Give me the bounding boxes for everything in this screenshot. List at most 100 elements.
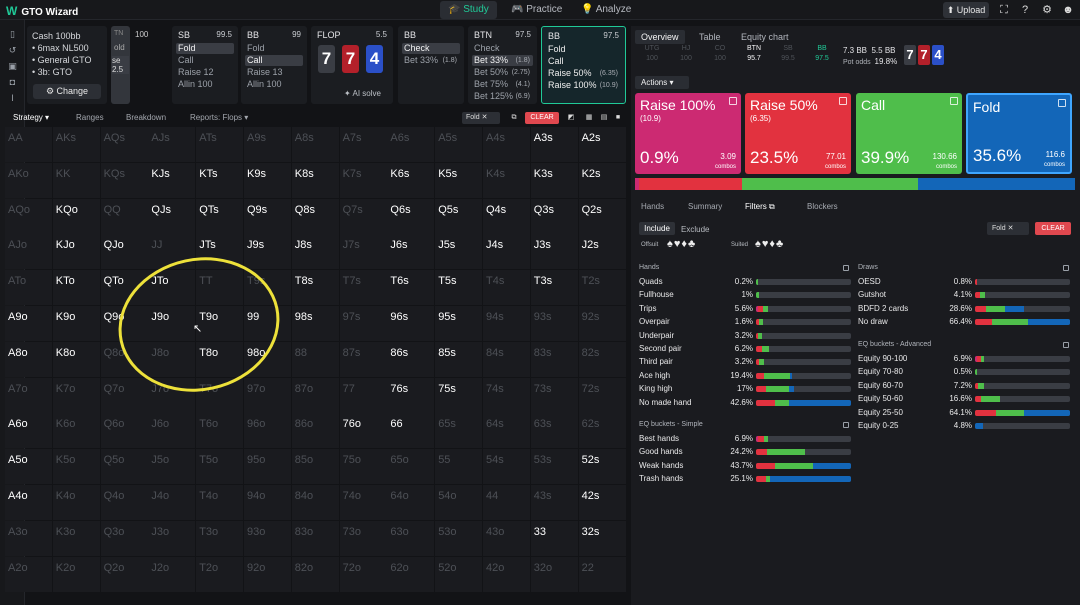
subtab-summary[interactable]: Summary (688, 202, 723, 211)
filter-row[interactable]: No draw 66.4% (858, 317, 1070, 329)
hand-cell-63s[interactable]: 63s (530, 413, 578, 449)
mini-position-hj[interactable]: HJ 100 (669, 44, 703, 64)
filter-row[interactable]: King high 17% (639, 384, 851, 396)
fold-filter-chip[interactable]: Fold ✕ (462, 112, 500, 124)
hand-cell-K9o[interactable]: K9o (52, 306, 100, 341)
hand-cell-T8s[interactable]: T8s (291, 270, 339, 306)
action-bet-125[interactable]: Bet 125% (6.9) (472, 91, 533, 102)
action-box-fold[interactable]: Fold 35.6% 116.6 combos (966, 93, 1072, 174)
hand-cell-ATs[interactable]: ATs (196, 127, 244, 162)
hand-cell-K8s[interactable]: K8s (291, 162, 339, 198)
hand-cell-84s[interactable]: 84s (483, 341, 530, 377)
hand-cell-76s[interactable]: 76s (387, 377, 435, 413)
hand-cell-J9o[interactable]: J9o (148, 306, 196, 341)
mini-position-bb[interactable]: BB 97.5 (805, 44, 839, 64)
hand-cell-K2s[interactable]: K2s (578, 162, 626, 198)
hand-cell-53s[interactable]: 53s (530, 449, 578, 485)
hand-cell-97s[interactable]: 97s (339, 306, 387, 341)
hand-cell-J6s[interactable]: J6s (387, 234, 435, 270)
hand-cell-85o[interactable]: 85o (291, 449, 339, 485)
action-raise-50[interactable]: Raise 50% (6.35) (546, 68, 621, 79)
hand-cell-82o[interactable]: 82o (291, 556, 339, 592)
hand-cell-84o[interactable]: 84o (291, 485, 339, 520)
hand-cell-J9s[interactable]: J9s (244, 234, 291, 270)
hand-cell-A3s[interactable]: A3s (530, 127, 578, 162)
expand-icon[interactable] (839, 97, 847, 105)
hand-cell-22[interactable]: 22 (578, 556, 626, 592)
filter-row[interactable]: Equity 90-100 6.9% (858, 354, 1070, 366)
hand-cell-Q8s[interactable]: Q8s (291, 198, 339, 234)
hand-cell-K9s[interactable]: K9s (244, 162, 291, 198)
hand-cell-75o[interactable]: 75o (339, 449, 387, 485)
action-box-raise-100-[interactable]: Raise 100% (10.9) 0.9% 3.09 combos (635, 93, 741, 174)
tab-table[interactable]: Table (699, 32, 721, 42)
hand-cell-94o[interactable]: 94o (244, 485, 291, 520)
change-button[interactable]: ⚙ Change (33, 84, 101, 99)
hand-cell-AKs[interactable]: AKs (52, 127, 100, 162)
hand-cell-K3s[interactable]: K3s (530, 162, 578, 198)
hand-cell-KQo[interactable]: KQo (52, 198, 100, 234)
hand-cell-T5s[interactable]: T5s (435, 270, 483, 306)
hand-cell-T6o[interactable]: T6o (196, 413, 244, 449)
hand-cell-J3s[interactable]: J3s (530, 234, 578, 270)
hand-cell-T8o[interactable]: T8o (196, 341, 244, 377)
hand-cell-A7s[interactable]: A7s (339, 127, 387, 162)
history-icon[interactable]: ↺ (8, 45, 17, 55)
hand-cell-62s[interactable]: 62s (578, 413, 626, 449)
hand-cell-J5s[interactable]: J5s (435, 234, 483, 270)
action-bet[interactable]: Bet 33% (1.8) (402, 55, 460, 66)
hand-cell-K5o[interactable]: K5o (52, 449, 100, 485)
hand-cell-72o[interactable]: 72o (339, 556, 387, 592)
expand-icon[interactable] (1063, 265, 1069, 271)
hand-cell-65s[interactable]: 65s (435, 413, 483, 449)
help-icon[interactable]: ? (1021, 4, 1029, 16)
tab-overview[interactable]: Overview (635, 30, 685, 44)
hand-cell-K5s[interactable]: K5s (435, 162, 483, 198)
hand-cell-QQ[interactable]: QQ (100, 198, 148, 234)
gear-icon[interactable]: ⚙ (1042, 4, 1052, 16)
filter-row[interactable]: Equity 60-70 7.2% (858, 381, 1070, 393)
hand-cell-J7o[interactable]: J7o (148, 377, 196, 413)
hand-cell-K4s[interactable]: K4s (483, 162, 530, 198)
hand-cell-QJo[interactable]: QJo (100, 234, 148, 270)
hand-cell-86s[interactable]: 86s (387, 341, 435, 377)
hand-cell-A6s[interactable]: A6s (387, 127, 435, 162)
hand-cell-T4s[interactable]: T4s (483, 270, 530, 306)
hand-cell-Q4o[interactable]: Q4o (100, 485, 148, 520)
hand-cell-74o[interactable]: 74o (339, 485, 387, 520)
hand-cell-96o[interactable]: 96o (244, 413, 291, 449)
filter-row[interactable]: Good hands 24.2% (639, 447, 851, 459)
hand-cell-Q5s[interactable]: Q5s (435, 198, 483, 234)
hand-cell-J2s[interactable]: J2s (578, 234, 626, 270)
hand-cell-T9s[interactable]: T9s (244, 270, 291, 306)
exclude-toggle[interactable]: Exclude (681, 225, 710, 234)
hand-cell-AA[interactable]: AA (5, 127, 52, 162)
suited-suit-filters[interactable]: ♠♥♦♣ (755, 238, 785, 250)
filter-row[interactable]: Fullhouse 1% (639, 290, 851, 302)
hand-cell-82s[interactable]: 82s (578, 341, 626, 377)
action-allin[interactable]: Allin 100 (178, 79, 213, 89)
action-check[interactable]: Check (474, 43, 500, 53)
hand-cell-62o[interactable]: 62o (387, 556, 435, 592)
app-logo[interactable]: W GTO Wizard (6, 4, 78, 18)
hand-cell-AQo[interactable]: AQo (5, 198, 52, 234)
action-box-raise-50-[interactable]: Raise 50% (6.35) 23.5% 77.01 combos (745, 93, 851, 174)
expand-icon[interactable] (843, 265, 849, 271)
hand-cell-Q3s[interactable]: Q3s (530, 198, 578, 234)
filter-row[interactable]: BDFD 2 cards 28.6% (858, 304, 1070, 316)
user-icon[interactable]: ☻ (1062, 4, 1074, 16)
hand-cell-A9o[interactable]: A9o (5, 306, 52, 341)
filter-row[interactable]: Gutshot 4.1% (858, 290, 1070, 302)
action-allin[interactable]: Allin 100 (247, 79, 282, 89)
hand-cell-AKo[interactable]: AKo (5, 162, 52, 198)
hand-cell-KK[interactable]: KK (52, 162, 100, 198)
hand-cell-42s[interactable]: 42s (578, 485, 626, 520)
clear-button[interactable]: CLEAR (525, 112, 559, 124)
filter-row[interactable]: Equity 25-50 64.1% (858, 408, 1070, 420)
filter-row[interactable]: Trips 5.6% (639, 304, 851, 316)
hand-cell-KQs[interactable]: KQs (100, 162, 148, 198)
mini-position-sb[interactable]: SB 99.5 (771, 44, 805, 64)
hand-cell-54o[interactable]: 54o (435, 485, 483, 520)
tab-strategy[interactable]: Strategy ▾ (13, 113, 49, 122)
hand-cell-65o[interactable]: 65o (387, 449, 435, 485)
